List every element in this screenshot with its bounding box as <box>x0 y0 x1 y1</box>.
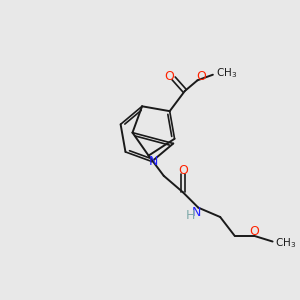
Text: H: H <box>186 209 195 222</box>
Text: O: O <box>178 164 188 177</box>
Text: N: N <box>192 206 202 219</box>
Text: N: N <box>149 155 158 168</box>
Text: CH$_3$: CH$_3$ <box>275 236 297 250</box>
Text: O: O <box>249 225 259 238</box>
Text: O: O <box>197 70 207 83</box>
Text: O: O <box>164 70 174 83</box>
Text: CH$_3$: CH$_3$ <box>216 66 237 80</box>
